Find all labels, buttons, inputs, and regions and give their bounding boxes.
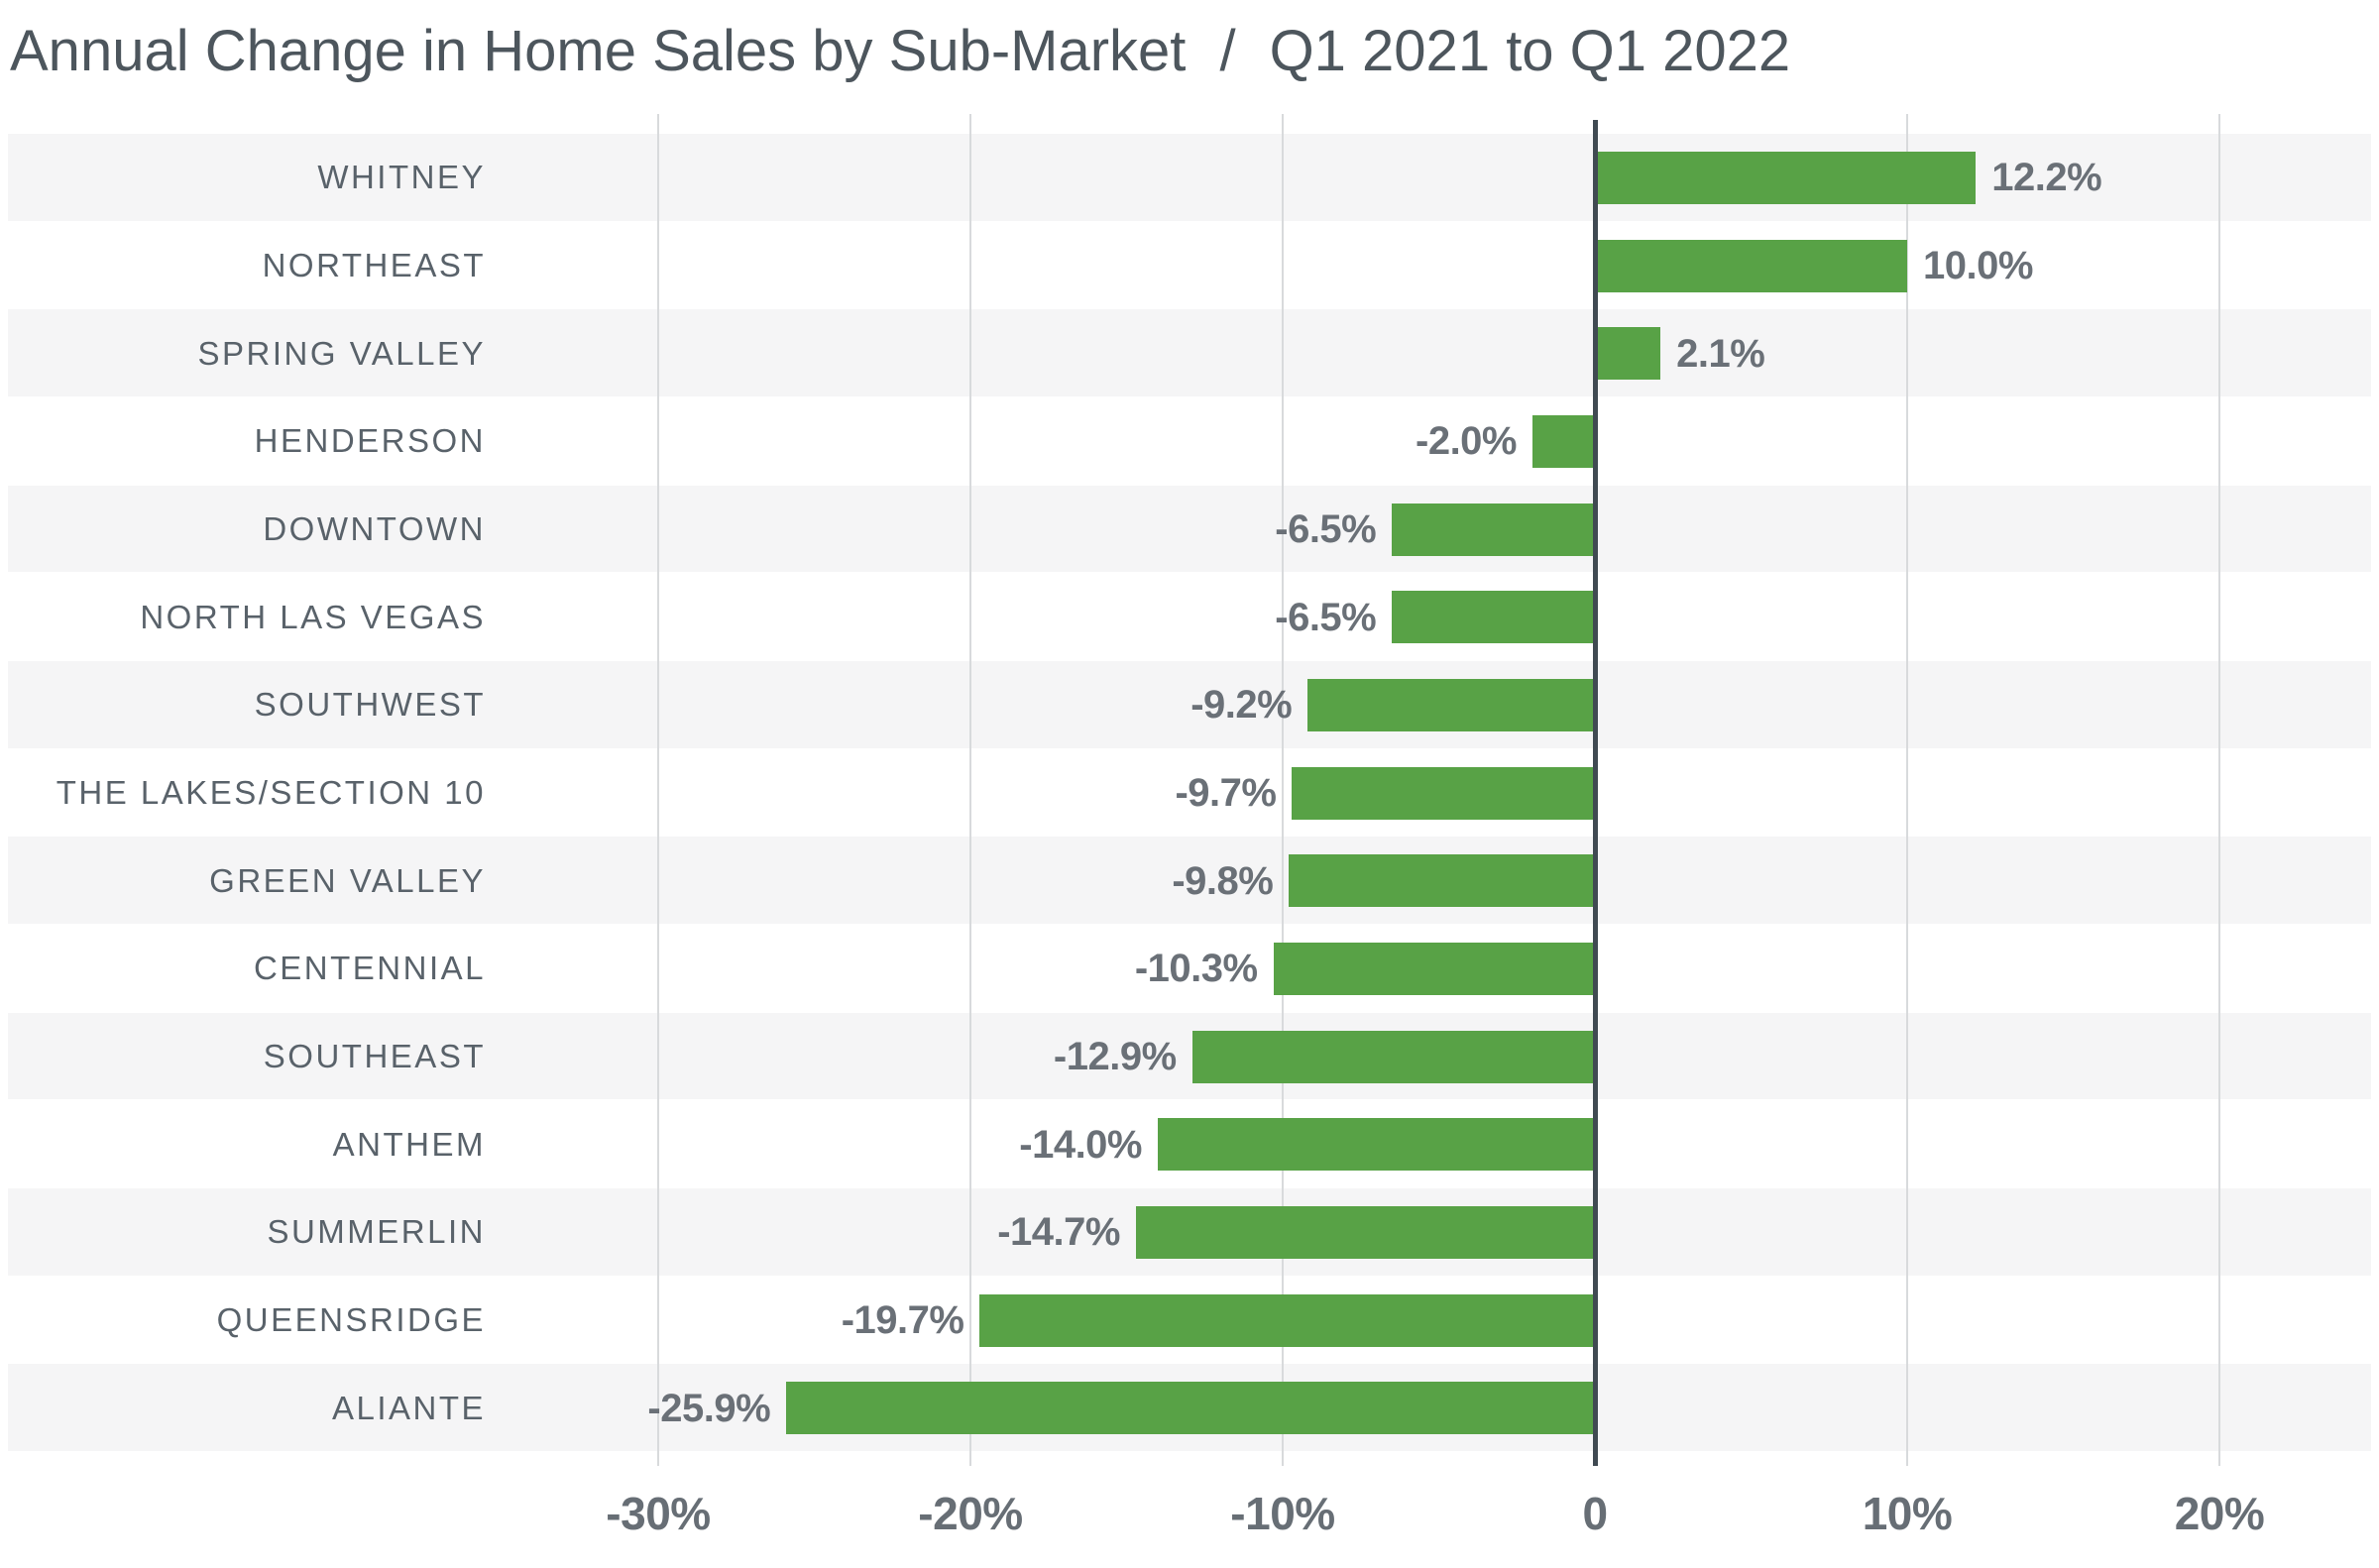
category-label: NORTHEAST [262,247,486,283]
category-label: SOUTHEAST [263,1038,486,1075]
category-label: DOWNTOWN [263,510,486,547]
category-label: WHITNEY [317,159,486,196]
gridline-10 [1906,114,1908,1466]
x-axis-tick-label: 0 [1582,1488,1608,1539]
value-label: -14.0% [1019,1122,1142,1167]
value-label: -25.9% [647,1386,771,1430]
category-label: SPRING VALLEY [197,334,486,372]
value-label: -6.5% [1275,507,1377,551]
gridline-20 [2218,114,2220,1466]
category-label: ALIANTE [331,1389,486,1426]
bar-spring-valley [1595,327,1661,381]
row-band [8,925,2371,1012]
x-axis-tick-label: 10% [1862,1488,1953,1539]
row-band [8,748,2371,837]
bar-henderson [1532,414,1595,468]
row-band [8,1012,2371,1100]
value-label: -2.0% [1416,419,1518,464]
value-label: 12.2% [1991,156,2102,200]
row-band [8,837,2371,925]
x-axis-tick-label: -20% [918,1488,1023,1539]
gridline--20 [969,114,971,1466]
row-band [8,221,2371,309]
zero-axis-line [1592,120,1598,1466]
bar-summerlin [1135,1205,1595,1259]
category-label: HENDERSON [254,422,486,460]
bar-centennial [1273,942,1595,995]
row-band [8,134,2371,221]
category-label: ANTHEM [332,1125,486,1163]
bar-green-valley [1289,854,1595,908]
chart-title-main: Annual Change in Home Sales by Sub-Marke… [10,19,1187,83]
category-label: NORTH LAS VEGAS [140,598,486,635]
category-label: SOUTHWEST [254,686,486,724]
category-label: GREEN VALLEY [209,861,486,899]
x-axis-tick-label: -30% [606,1488,711,1539]
bar-queensridge [979,1293,1595,1347]
category-label: THE LAKES/SECTION 10 [56,774,486,812]
category-label: SUMMERLIN [267,1213,486,1251]
value-label: 2.1% [1676,331,1765,376]
value-label: -9.2% [1190,683,1293,728]
row-band [8,573,2371,660]
row-band [8,485,2371,573]
chart-title: Annual Change in Home Sales by Sub-Marke… [10,18,1790,85]
x-axis-tick-label: 20% [2174,1488,2265,1539]
value-label: -9.8% [1172,858,1274,903]
bar-aliante [786,1382,1595,1435]
value-label: -9.7% [1175,771,1277,816]
row-band [8,397,2371,485]
chart-title-period: Q1 2021 to Q1 2022 [1269,19,1791,83]
category-label: CENTENNIAL [253,950,486,987]
chart-title-separator: / [1219,19,1236,83]
bar-northeast [1595,239,1907,292]
value-label: 10.0% [1923,244,2033,287]
value-label: -19.7% [841,1298,964,1343]
value-label: -10.3% [1134,947,1258,991]
bar-southeast [1191,1030,1595,1083]
bar-southwest [1307,678,1595,731]
value-label: -6.5% [1275,595,1377,639]
bar-whitney [1595,151,1977,204]
category-label: QUEENSRIDGE [216,1301,486,1339]
bar-anthem [1158,1118,1595,1172]
bar-downtown [1392,503,1595,556]
gridline--10 [1282,114,1284,1466]
bar-the-lakes-section-10 [1292,766,1595,820]
gridline--30 [657,114,659,1466]
row-band [8,309,2371,396]
value-label: -14.7% [997,1210,1120,1255]
row-band [8,661,2371,748]
value-label: -12.9% [1053,1035,1177,1079]
x-axis-tick-label: -10% [1230,1488,1335,1539]
bar-north-las-vegas [1392,591,1595,644]
